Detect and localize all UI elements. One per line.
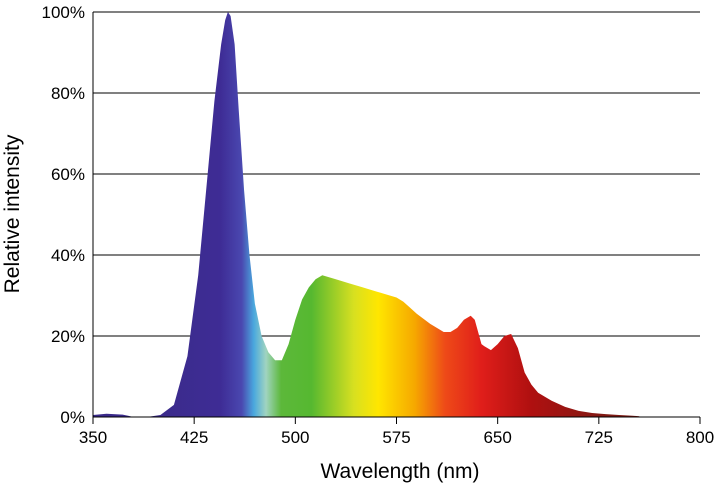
spectrum-series bbox=[93, 12, 640, 417]
gridlines bbox=[93, 11, 700, 337]
y-tick-label: 40% bbox=[51, 246, 85, 265]
x-tick-label: 575 bbox=[382, 428, 410, 447]
x-tick-label: 725 bbox=[585, 428, 613, 447]
y-axis-title: Relative intensity bbox=[1, 134, 24, 293]
x-tick-label: 650 bbox=[483, 428, 511, 447]
spectrum-area bbox=[93, 12, 640, 417]
y-tick-label: 100% bbox=[42, 3, 85, 22]
y-tick-label: 0% bbox=[60, 408, 85, 427]
x-axis-title: Wavelength (nm) bbox=[320, 460, 479, 483]
x-axis-ticks: 350 425 500 575 650 725 800 bbox=[79, 417, 714, 447]
y-axis-ticks: 0% 20% 40% 60% 80% 100% bbox=[42, 3, 85, 427]
x-tick-label: 350 bbox=[79, 428, 107, 447]
y-tick-label: 80% bbox=[51, 84, 85, 103]
y-tick-label: 20% bbox=[51, 327, 85, 346]
x-tick-label: 500 bbox=[281, 428, 309, 447]
y-tick-label: 60% bbox=[51, 165, 85, 184]
x-tick-label: 800 bbox=[686, 428, 714, 447]
x-tick-label: 425 bbox=[180, 428, 208, 447]
